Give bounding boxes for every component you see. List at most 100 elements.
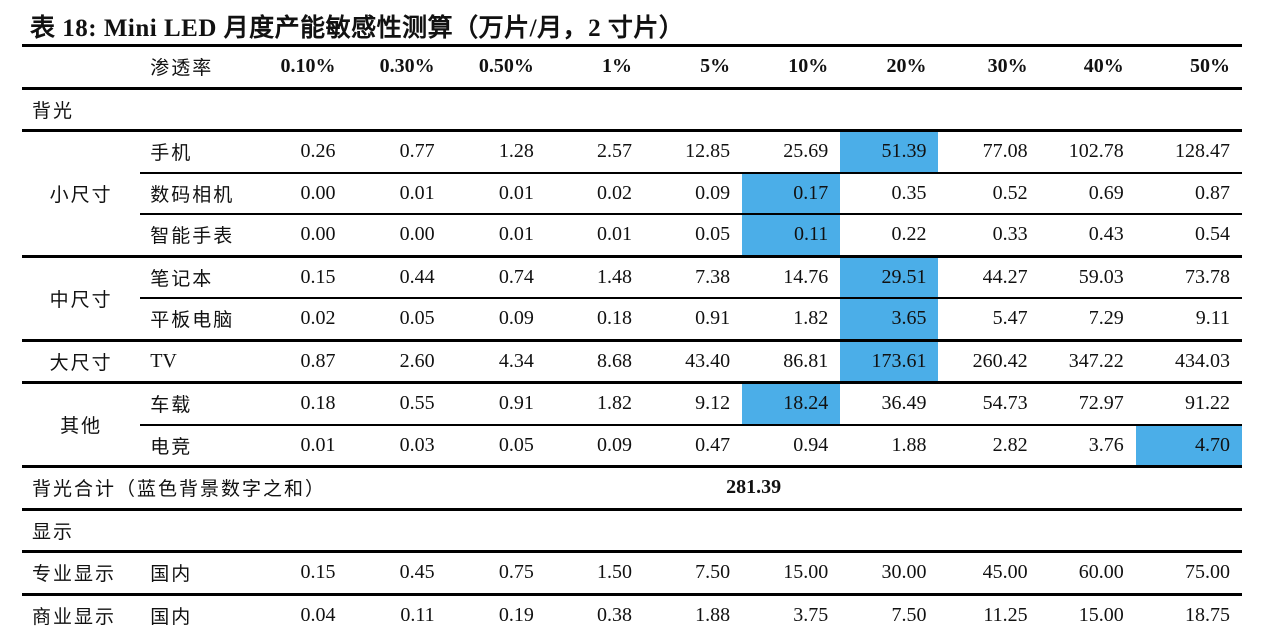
value-cell: 0.26	[250, 129, 348, 173]
backlight-total-value: 281.39	[726, 465, 825, 509]
value-cell: 0.02	[250, 297, 348, 340]
value-cell: 1.50	[545, 550, 644, 594]
value-cell: 0.04	[250, 592, 348, 635]
value-cell: 8.68	[545, 338, 644, 383]
value-cell: 0.94	[742, 423, 841, 467]
value-cell: 0.01	[446, 171, 546, 214]
header-empty	[22, 44, 141, 88]
value-cell: 7.50	[643, 550, 743, 594]
value-cell: 0.09	[643, 171, 743, 214]
category-label: 小尺寸	[22, 129, 141, 256]
value-cell: 0.18	[545, 297, 644, 340]
section-row-backlight: 背光	[22, 86, 1242, 131]
table-row: 电竞 0.01 0.03 0.05 0.09 0.47 0.94 1.88 2.82 3.76 4.…	[22, 423, 1242, 467]
highlighted-cell: 173.61	[840, 338, 939, 383]
highlighted-cell: 29.51	[840, 254, 939, 298]
value-cell: 5.47	[938, 297, 1040, 340]
value-cell: 3.76	[1039, 423, 1136, 467]
value-cell: 0.15	[250, 254, 348, 298]
value-cell: 0.01	[347, 171, 447, 214]
value-cell: 9.12	[643, 381, 743, 425]
table-row: 商业显示 国内 0.04 0.11 0.19 0.38 1.88 3.75 7.50 11.25 1…	[22, 592, 1242, 635]
value-cell: 0.43	[1039, 213, 1136, 256]
table-row: 数码相机 0.00 0.01 0.01 0.02 0.09 0.17 0.35 0.52 0.69…	[22, 171, 1242, 214]
value-cell: 12.85	[643, 129, 743, 173]
row-label: 手机	[140, 129, 251, 173]
header-col-4: 5%	[643, 44, 743, 88]
value-cell: 0.75	[446, 550, 546, 594]
category-label: 中尺寸	[22, 254, 141, 340]
value-cell: 44.27	[938, 254, 1040, 298]
value-cell: 0.05	[643, 213, 743, 256]
table-row: 智能手表 0.00 0.00 0.01 0.01 0.05 0.11 0.22 0.33 0.43…	[22, 213, 1242, 256]
value-cell: 54.73	[938, 381, 1040, 425]
section-row-display: 显示	[22, 507, 1242, 552]
value-cell: 59.03	[1039, 254, 1136, 298]
value-cell: 128.47	[1135, 129, 1242, 173]
value-cell: 260.42	[938, 338, 1040, 383]
header-col-9: 50%	[1135, 44, 1242, 88]
table-row: 平板电脑 0.02 0.05 0.09 0.18 0.91 1.82 3.65 5.47 7.29…	[22, 297, 1242, 340]
header-row: 渗透率 0.10% 0.30% 0.50% 1% 5% 10% 20% 30% 40% 50%	[22, 44, 1242, 88]
header-col-3: 1%	[545, 44, 644, 88]
value-cell: 0.18	[250, 381, 348, 425]
category-label: 大尺寸	[22, 338, 141, 383]
value-cell: 0.01	[545, 213, 644, 256]
sensitivity-table: 渗透率 0.10% 0.30% 0.50% 1% 5% 10% 20% 30% 40% 50% 背光小…	[22, 44, 1242, 635]
total-empty	[840, 465, 1242, 509]
value-cell: 434.03	[1135, 338, 1242, 383]
header-col-2: 0.50%	[446, 44, 546, 88]
row-label: 车载	[140, 381, 251, 425]
value-cell: 18.75	[1135, 592, 1242, 635]
value-cell: 0.00	[347, 213, 447, 256]
value-cell: 36.49	[840, 381, 939, 425]
value-cell: 1.82	[742, 297, 841, 340]
value-cell: 0.02	[545, 171, 644, 214]
value-cell: 0.05	[347, 297, 447, 340]
highlighted-cell: 51.39	[840, 129, 939, 173]
value-cell: 2.57	[545, 129, 644, 173]
header-col-0: 0.10%	[250, 44, 348, 88]
value-cell: 9.11	[1135, 297, 1242, 340]
value-cell: 15.00	[1039, 592, 1136, 635]
value-cell: 0.22	[840, 213, 939, 256]
value-cell: 14.76	[742, 254, 841, 298]
value-cell: 1.48	[545, 254, 644, 298]
section-label-display: 显示	[22, 507, 1242, 552]
value-cell: 0.87	[1135, 171, 1242, 214]
value-cell: 0.38	[545, 592, 644, 635]
row-label: 平板电脑	[140, 297, 251, 340]
value-cell: 0.19	[446, 592, 546, 635]
value-cell: 75.00	[1135, 550, 1242, 594]
value-cell: 347.22	[1039, 338, 1136, 383]
highlighted-cell: 18.24	[742, 381, 841, 425]
backlight-total-row: 背光合计（蓝色背景数字之和） 281.39	[22, 465, 1242, 509]
value-cell: 7.38	[643, 254, 743, 298]
value-cell: 0.09	[446, 297, 546, 340]
value-cell: 0.03	[347, 423, 447, 467]
table-row: 小尺寸 手机 0.26 0.77 1.28 2.57 12.85 25.69 51.39 77.0…	[22, 129, 1242, 256]
highlighted-cell: 3.65	[840, 297, 939, 340]
value-cell: 0.44	[347, 254, 447, 298]
value-cell: 60.00	[1039, 550, 1136, 594]
value-cell: 2.60	[347, 338, 447, 383]
value-cell: 0.52	[938, 171, 1040, 214]
value-cell: 25.69	[742, 129, 841, 173]
table-row: 中尺寸 笔记本 0.15 0.44 0.74 1.48 7.38 14.76 29.51 44.2…	[22, 254, 1242, 340]
value-cell: 0.77	[347, 129, 447, 173]
value-cell: 86.81	[742, 338, 841, 383]
value-cell: 72.97	[1039, 381, 1136, 425]
table-row: 大尺寸 TV 0.87 2.60 4.34 8.68 43.40 86.81 173.61 260…	[22, 338, 1242, 383]
value-cell: 11.25	[938, 592, 1040, 635]
highlighted-cell: 0.11	[742, 213, 841, 256]
row-label: 数码相机	[140, 171, 251, 214]
row-label: TV	[140, 338, 251, 383]
value-cell: 0.01	[446, 213, 546, 256]
value-cell: 102.78	[1039, 129, 1136, 173]
value-cell: 15.00	[742, 550, 841, 594]
header-col-7: 30%	[938, 44, 1040, 88]
value-cell: 7.50	[840, 592, 939, 635]
category-label: 其他	[22, 381, 141, 467]
value-cell: 0.91	[446, 381, 546, 425]
value-cell: 4.34	[446, 338, 546, 383]
